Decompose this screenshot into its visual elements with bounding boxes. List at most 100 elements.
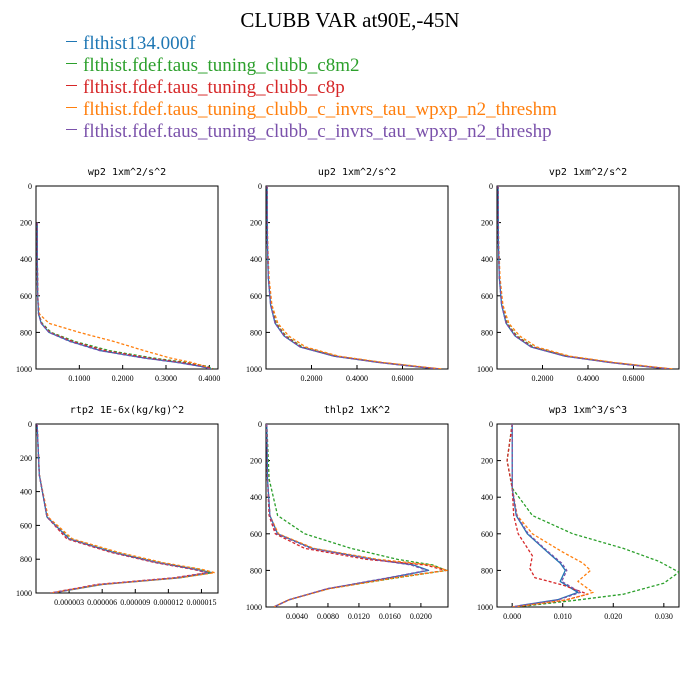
x-tick-label: 0.0120	[348, 612, 370, 621]
y-tick-label: 400	[481, 255, 493, 264]
legend-line-icon	[66, 106, 77, 109]
y-tick-label: 600	[20, 521, 32, 530]
series-line	[36, 222, 210, 369]
x-tick-label: 0.030	[655, 612, 673, 621]
panel-title: vp2 1xm^2/s^2	[549, 167, 627, 178]
legend-line-icon	[66, 40, 77, 43]
series-line	[266, 424, 430, 607]
plot-frame	[496, 185, 680, 370]
panel-title: wp2 1xm^2/s^2	[88, 167, 166, 178]
series-line	[266, 424, 448, 607]
y-tick-label: 1000	[16, 589, 32, 598]
chart-panel: up2 1xm^2/s^2 0 200 400 600 800 1000 0.2000 0.40…	[246, 167, 449, 383]
x-tick-label: 0.2000	[112, 374, 134, 383]
y-tick-label: 600	[250, 292, 262, 301]
y-tick-label: 200	[481, 457, 493, 466]
x-tick-label: 0.1000	[68, 374, 90, 383]
plot-frame	[35, 423, 219, 594]
panel-title: wp3 1xm^3/s^3	[549, 405, 627, 416]
y-tick-label: 0	[489, 420, 493, 429]
panel-title: rtp2 1E-6x(kg/kg)^2	[70, 405, 184, 416]
x-tick-label: 0.0080	[317, 612, 339, 621]
chart-panel: thlp2 1xK^2 0 200 400 600 800 1000 0.0040 0.0080…	[246, 405, 449, 621]
chart-panel: vp2 1xm^2/s^2 0 200 400 600 800 1000 0.2000 0.40…	[477, 167, 680, 383]
plot-frame	[35, 185, 219, 370]
y-tick-label: 600	[20, 292, 32, 301]
y-tick-label: 0	[28, 182, 32, 191]
series-line	[266, 186, 439, 369]
y-tick-label: 200	[250, 457, 262, 466]
legend-label: flthist.fdef.taus_tuning_clubb_c8p	[83, 77, 345, 98]
legend-entry: flthist.fdef.taus_tuning_clubb_c_invrs_t…	[66, 99, 557, 121]
y-tick-label: 200	[250, 219, 262, 228]
y-tick-label: 0	[258, 182, 262, 191]
series-line	[266, 186, 443, 369]
x-tick-label: 0.000009	[120, 598, 150, 607]
series-line	[506, 424, 589, 607]
plot-frame	[265, 423, 449, 608]
y-tick-label: 400	[20, 488, 32, 497]
x-tick-label: 0.000003	[54, 598, 84, 607]
y-tick-label: 800	[20, 555, 32, 564]
y-tick-label: 800	[20, 328, 32, 337]
plot-frame	[265, 185, 449, 370]
x-tick-label: 0.4000	[577, 374, 599, 383]
legend-label: flthist134.000f	[83, 33, 196, 54]
series-line	[266, 424, 448, 607]
x-tick-label: 0.010	[554, 612, 572, 621]
y-tick-label: 200	[20, 219, 32, 228]
series-line	[36, 222, 212, 369]
y-tick-label: 400	[20, 255, 32, 264]
panel-title: up2 1xm^2/s^2	[318, 167, 396, 178]
y-tick-label: 600	[250, 530, 262, 539]
legend-entry: flthist.fdef.taus_tuning_clubb_c8m2	[66, 55, 557, 77]
y-tick-label: 0	[489, 182, 493, 191]
series-line	[506, 424, 679, 607]
series-line	[36, 222, 211, 369]
chart-panel: wp3 1xm^3/s^3 0 200 400 600 800 1000 0.000 0.010…	[477, 405, 680, 621]
y-tick-label: 1000	[477, 603, 493, 612]
legend: flthist134.000f flthist.fdef.taus_tuning…	[66, 33, 557, 143]
y-tick-label: 400	[481, 493, 493, 502]
legend-label: flthist.fdef.taus_tuning_clubb_c_invrs_t…	[83, 121, 552, 142]
x-tick-label: 0.000006	[87, 598, 117, 607]
series-line	[266, 424, 428, 607]
x-tick-label: 0.4000	[198, 374, 220, 383]
y-tick-label: 1000	[246, 603, 262, 612]
series-line	[511, 424, 582, 607]
series-line	[36, 424, 208, 593]
chart-panel: wp2 1xm^2/s^2 0 200 400 600 800 1000 0.1000 0.20…	[16, 167, 220, 383]
series-line	[266, 424, 447, 607]
x-tick-label: 0.0200	[410, 612, 432, 621]
legend-line-icon	[66, 62, 77, 65]
y-tick-label: 800	[250, 566, 262, 575]
legend-label: flthist.fdef.taus_tuning_clubb_c8m2	[83, 55, 360, 76]
x-tick-label: 0.0160	[379, 612, 401, 621]
y-tick-label: 1000	[16, 365, 32, 374]
legend-line-icon	[66, 128, 77, 131]
y-tick-label: 800	[481, 328, 493, 337]
page-title: CLUBB VAR at90E,-45N	[240, 8, 460, 32]
legend-entry: flthist134.000f	[66, 33, 557, 55]
chart-panel: rtp2 1E-6x(kg/kg)^2 0 200 400 600 800 1000 0.00…	[16, 405, 219, 607]
series-line	[497, 186, 674, 369]
legend-entry: flthist.fdef.taus_tuning_clubb_c8p	[66, 77, 557, 99]
y-tick-label: 800	[250, 328, 262, 337]
x-tick-label: 0.0040	[286, 612, 308, 621]
x-tick-label: 0.3000	[155, 374, 177, 383]
x-tick-label: 0.6000	[623, 374, 645, 383]
y-tick-label: 600	[481, 292, 493, 301]
y-tick-label: 200	[20, 454, 32, 463]
y-tick-label: 400	[250, 493, 262, 502]
x-tick-label: 0.000012	[153, 598, 183, 607]
plot-frame	[496, 423, 680, 608]
x-tick-label: 0.6000	[392, 374, 414, 383]
y-tick-label: 400	[250, 255, 262, 264]
y-tick-label: 0	[258, 420, 262, 429]
series-line	[497, 186, 670, 369]
y-tick-label: 1000	[246, 365, 262, 374]
series-line	[36, 424, 209, 593]
y-tick-label: 800	[481, 566, 493, 575]
y-tick-label: 0	[28, 420, 32, 429]
y-tick-label: 1000	[477, 365, 493, 374]
